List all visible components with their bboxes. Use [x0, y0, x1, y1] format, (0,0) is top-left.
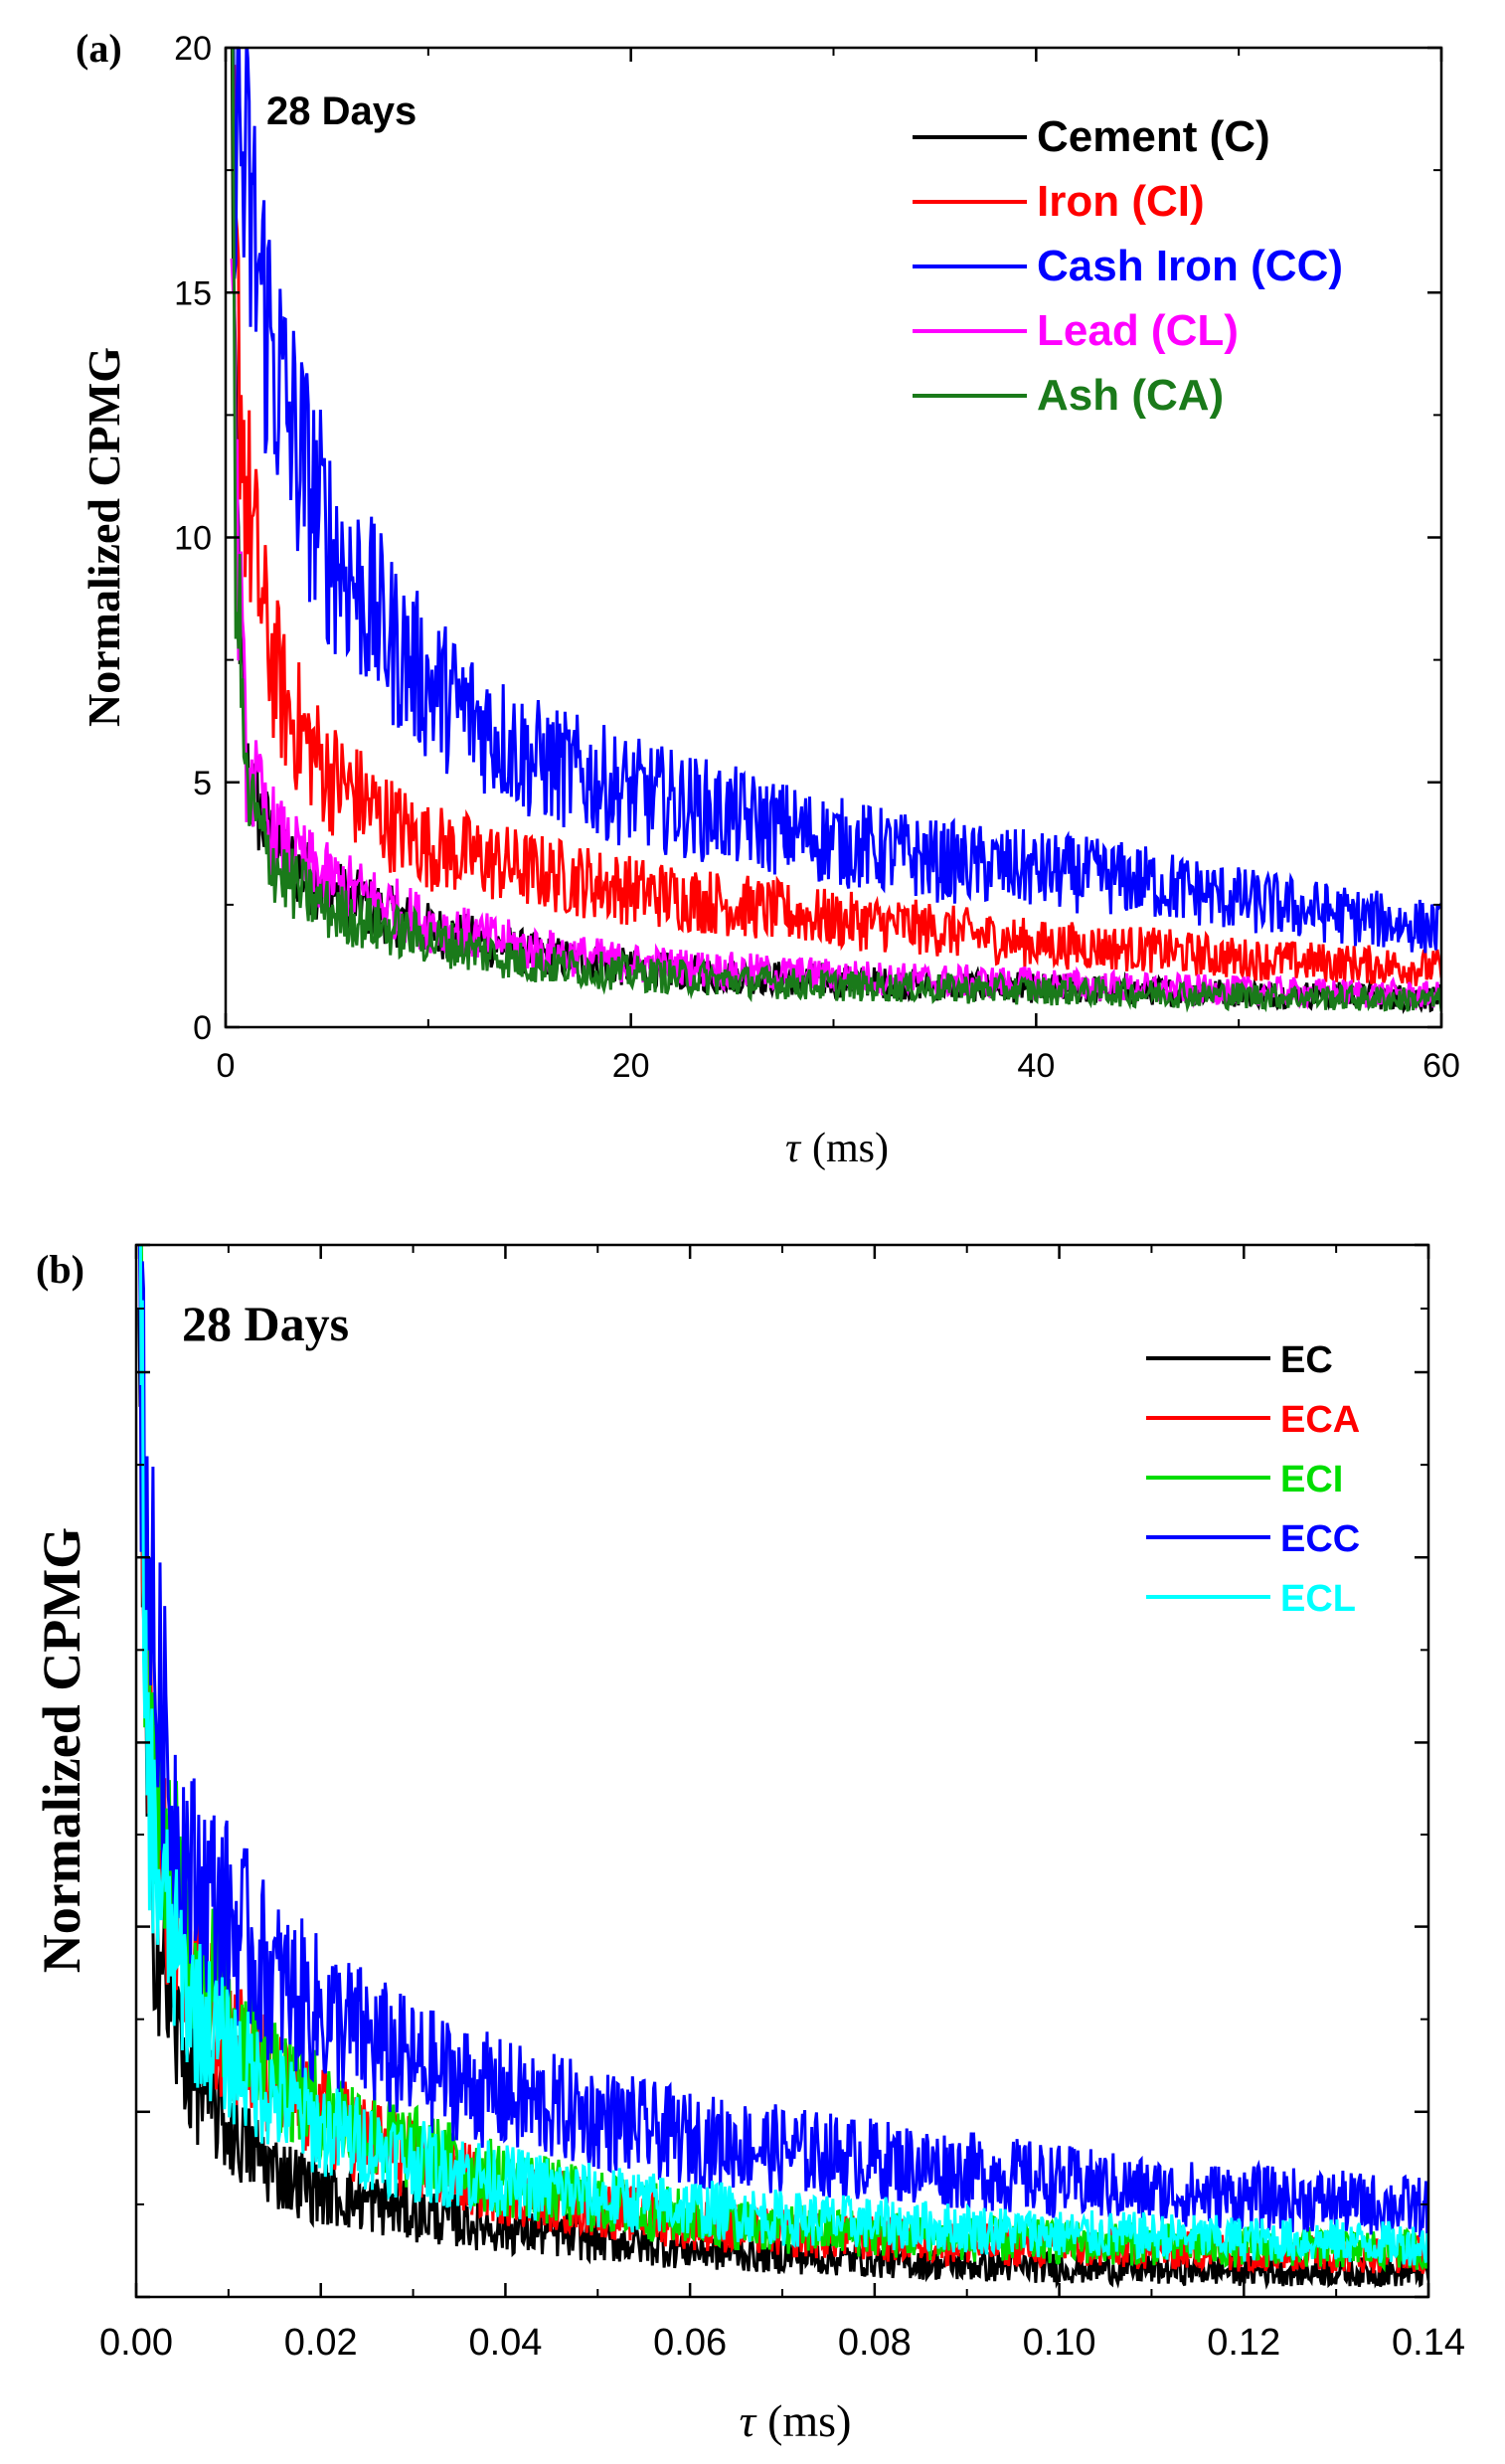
panel-b-series-line-ecl [138, 1245, 1428, 2266]
panel-b-xtick-label: 0.06 [653, 2322, 727, 2364]
panel-a-series-line-ash-ca [231, 48, 1441, 1013]
panel-a-legend-label: Iron (CI) [1037, 177, 1205, 226]
panel-b-legend: EC ECA ECI ECC ECL [1146, 1339, 1360, 1620]
panel-b-ylabel: Normalized CPMG [32, 1527, 91, 1973]
panel-a-ytick-label: 20 [174, 30, 212, 68]
panel-b-series-line-ecc [137, 1245, 1428, 2237]
panel-b-xtick-label: 0.00 [99, 2322, 173, 2364]
panel-b-ticks: 0.00 0.02 0.04 0.06 0.08 0.10 0.12 0.14 [99, 1243, 1465, 2364]
panel-a: (a) 0 20 40 60 0 5 10 15 20 28 Days Cement (C) Ir… [76, 26, 1460, 1171]
panel-a-ylabel: Normalized CPMG [79, 347, 129, 727]
panel-b-xlabel: τ (ms) [740, 2395, 852, 2446]
panel-a-xlabel-symbol: τ [785, 1126, 802, 1171]
panel-b: (b) 0.00 0.02 0.04 0.06 0.08 0.10 0.12 0.14 28 … [32, 1243, 1465, 2446]
panel-a-legend-label: Ash (CA) [1037, 371, 1224, 420]
panel-a-xtick-label: 0 [217, 1047, 236, 1085]
panel-a-legend-label: Cash Iron (CC) [1037, 242, 1343, 290]
panel-b-xlabel-unit: (ms) [767, 2395, 851, 2446]
panel-a-legend: Cement (C) Iron (CI) Cash Iron (CC) Lead (C… [913, 112, 1343, 420]
panel-a-xtick-label: 40 [1017, 1047, 1055, 1085]
panel-b-label: (b) [36, 1247, 84, 1292]
panel-b-xtick-label: 0.08 [838, 2322, 912, 2364]
panel-b-xtick-label: 0.14 [1392, 2322, 1465, 2364]
panel-a-ytick-label: 5 [193, 765, 212, 802]
panel-b-xtick-label: 0.12 [1207, 2322, 1280, 2364]
panel-a-label: (a) [76, 26, 122, 71]
panel-b-legend-label: ECC [1280, 1518, 1360, 1560]
panel-a-series-group [230, 48, 1441, 1014]
panel-a-ticks: 0 20 40 60 0 5 10 15 20 [174, 30, 1460, 1085]
panel-a-ytick-label: 10 [174, 520, 212, 558]
panel-b-legend-label: ECL [1280, 1578, 1356, 1620]
panel-b-legend-label: ECA [1280, 1399, 1360, 1441]
panel-a-ytick-label: 15 [174, 274, 212, 312]
panel-a-xtick-label: 20 [612, 1047, 650, 1085]
panel-b-xlabel-symbol: τ [740, 2395, 757, 2446]
panel-b-xtick-label: 0.10 [1023, 2322, 1096, 2364]
panel-b-legend-label: ECI [1280, 1459, 1343, 1500]
panel-a-series-line-cash-iron-cc [232, 48, 1441, 954]
panel-b-annotation: 28 Days [182, 1296, 349, 1351]
panel-a-legend-label: Lead (CL) [1037, 306, 1239, 355]
panel-a-ytick-label: 0 [193, 1009, 212, 1047]
panel-a-xlabel-unit: (ms) [812, 1126, 889, 1171]
panel-b-xtick-label: 0.02 [284, 2322, 358, 2364]
panel-a-xlabel: τ (ms) [785, 1126, 889, 1171]
panel-b-series-line-ec [137, 1259, 1428, 2290]
panel-a-xtick-label: 60 [1422, 1047, 1460, 1085]
panel-a-series-line-iron-ci [231, 48, 1441, 986]
panel-b-xtick-label: 0.04 [468, 2322, 542, 2364]
panel-a-legend-label: Cement (C) [1037, 112, 1270, 161]
panel-b-legend-label: EC [1280, 1339, 1333, 1381]
panel-b-series-group [137, 1245, 1428, 2290]
panel-a-annotation: 28 Days [266, 89, 417, 133]
